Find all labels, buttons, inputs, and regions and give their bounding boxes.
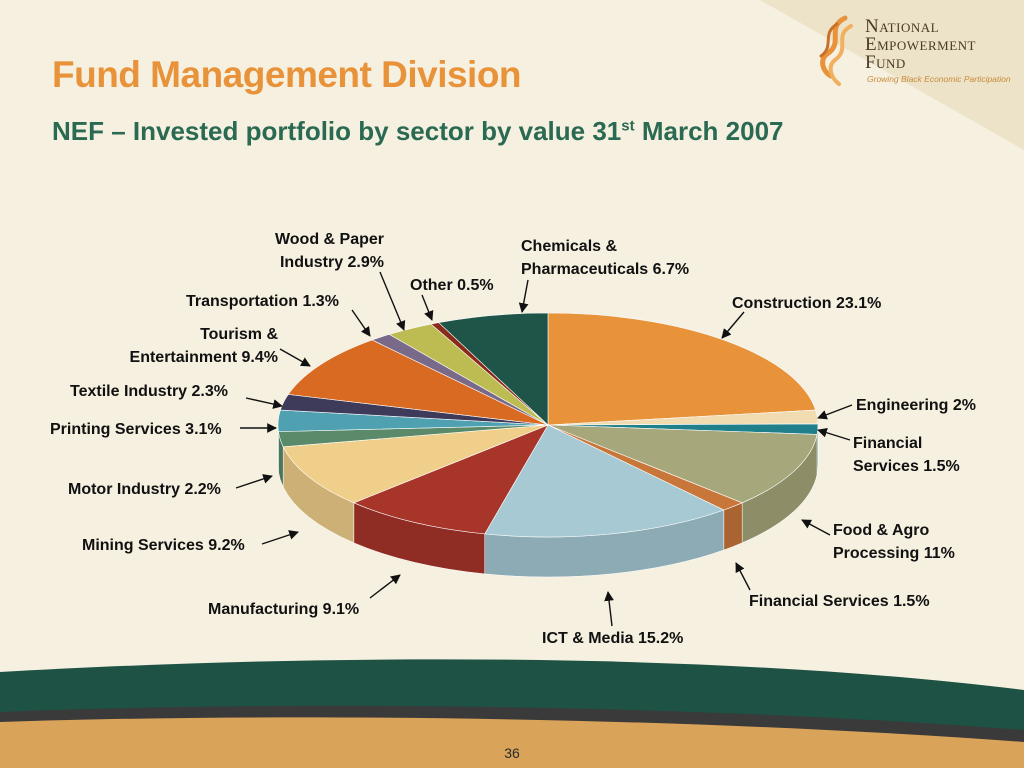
slice-leader-6 [369, 574, 401, 599]
pie-side-4 [723, 502, 743, 551]
logo-line-3: Fund [865, 52, 906, 73]
logo-tagline: Growing Black Economic Participation [867, 74, 1011, 84]
slice-label-8: Motor Industry 2.2% [68, 481, 221, 498]
pie-top [277, 312, 819, 538]
slice-leader-14 [421, 294, 434, 321]
slice-leader-8 [235, 474, 273, 489]
slice-leader-3 [801, 519, 831, 536]
subtitle-main: NEF – Invested portfolio by sector by va… [52, 116, 622, 146]
slice-label-13: Wood & Paper Industry 2.9% [275, 231, 384, 271]
pie-slice-6 [353, 424, 549, 535]
pie-slice-7 [282, 424, 549, 504]
logo-line-1: National [865, 16, 940, 37]
slice-label-1: Engineering 2% [856, 397, 976, 414]
slice-label-9: Printing Services 3.1% [50, 421, 222, 438]
slice-leader-0 [721, 311, 745, 339]
slide-subtitle: NEF – Invested portfolio by sector by va… [52, 116, 784, 147]
slice-label-3: Food & Agro Processing 11% [833, 522, 955, 562]
slide-title: Fund Management Division [52, 54, 522, 95]
page-number: 36 [504, 745, 520, 761]
slice-leader-7 [261, 530, 299, 545]
slice-leader-1 [817, 404, 853, 420]
slice-label-12: Transportation 1.3% [186, 293, 339, 310]
slice-label-4: Financial Services 1.5% [749, 593, 930, 610]
pie-slice-11 [287, 339, 549, 426]
slice-label-2: Financial Services 1.5% [853, 435, 960, 475]
slice-leader-12 [351, 309, 371, 337]
slice-label-14: Other 0.5% [410, 277, 494, 294]
pie-slice-0 [547, 312, 816, 426]
slice-leader-11 [279, 348, 311, 367]
pie-slice-5 [484, 424, 725, 538]
slice-label-11: Tourism & Entertainment 9.4% [130, 326, 279, 366]
slice-leader-10 [245, 397, 283, 409]
slice-label-10: Textile Industry 2.3% [70, 383, 228, 400]
slice-label-7: Mining Services 9.2% [82, 537, 245, 554]
slice-label-15: Chemicals & Pharmaceuticals 6.7% [521, 238, 689, 278]
slice-label-5: ICT & Media 15.2% [542, 630, 683, 647]
pie-slice-3 [547, 424, 818, 504]
logo-wordmark: National Empowerment Fund [865, 16, 976, 73]
slice-label-0: Construction 23.1% [732, 295, 881, 312]
nef-flame-icon [819, 15, 853, 86]
logo-line-2: Empowerment [865, 34, 976, 55]
slice-leader-13 [379, 271, 406, 331]
slice-leader-5 [604, 591, 614, 627]
subtitle-superscript: st [621, 117, 635, 135]
pie-slice-15 [438, 312, 549, 426]
slice-leader-4 [735, 562, 751, 591]
nef-logo: National Empowerment Fund Growing Black … [815, 14, 1015, 94]
pie-labels: Construction 23.1% Engineering 2% Financia… [50, 231, 976, 647]
slice-leader-2 [817, 427, 851, 441]
pie-sides [277, 424, 819, 578]
slice-leader-15 [518, 279, 529, 313]
subtitle-end: March 2007 [634, 116, 784, 146]
slice-label-6: Manufacturing 9.1% [208, 601, 359, 618]
